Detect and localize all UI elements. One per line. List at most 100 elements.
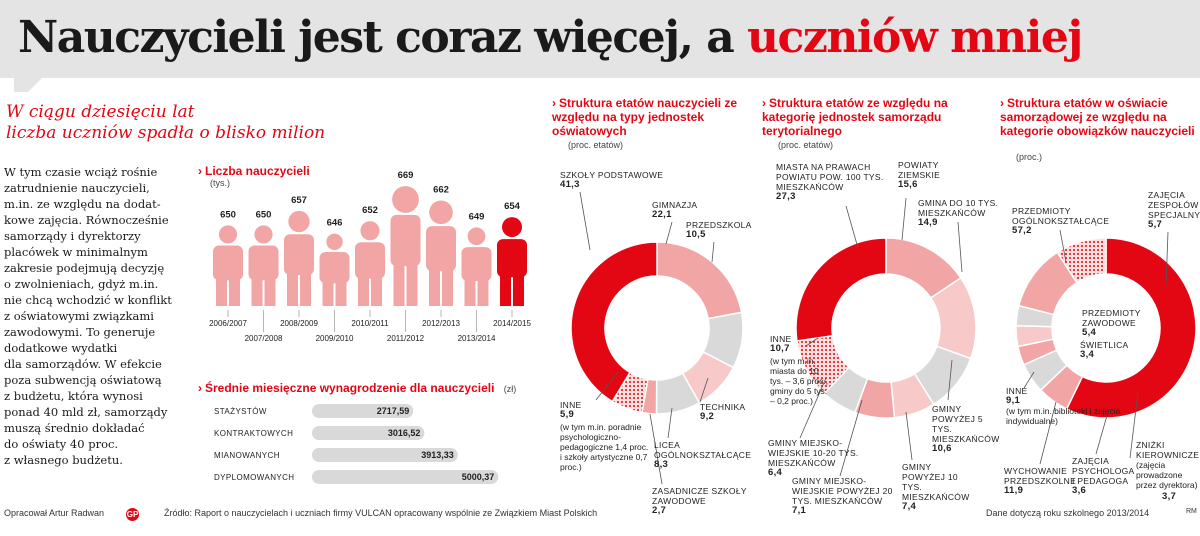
salary-bar — [312, 448, 458, 462]
body-line: poza subwencją oświatową — [4, 373, 162, 387]
donut3-unit: (proc.) — [1016, 152, 1043, 162]
donut2-label-gmina5: GMINY POWYŻEJ 5 TYS. MIESZKAŃCÓW 10,6 — [932, 404, 1000, 454]
footer-note: Dane dotyczą roku szkolnego 2013/2014 — [986, 508, 1150, 518]
body-text: W tym czasie wciąż rośnie zatrudnienie na… — [4, 164, 192, 468]
donut3-label-zawodowe: PRZEDMIOTY ZAWODOWE 5,4 — [1082, 308, 1141, 338]
donut3-label-znizki: ZNIŻKI KIEROWNICZE — [1136, 440, 1200, 460]
teacher-value-label: 657 — [291, 195, 307, 206]
footer-source: Źródło: Raport o nauczycielach i uczniac… — [164, 508, 598, 518]
donut2-unit: (proc. etatów) — [778, 140, 834, 150]
donut1-label-podstawowe: SZKOŁY PODSTAWOWE 41,3 — [560, 170, 664, 190]
body-line: zakresie podejmują decyzję — [4, 261, 165, 275]
lead-line-2: liczba uczniów spadła o blisko milion — [6, 123, 326, 143]
donut3-label-inne: INNE 9,1 — [1006, 386, 1028, 406]
salary-category-label: MIANOWANYCH — [214, 451, 280, 460]
teacher-figure — [461, 227, 492, 306]
donut3-label-swietlica: ŚWIETLICA 3,4 — [1080, 340, 1129, 360]
teacher-value-label: 646 — [327, 218, 343, 229]
body-line: nie chcą wchodzić w konflikt — [4, 293, 172, 307]
year-label: 2008/2009 — [280, 319, 318, 328]
leader-line — [901, 197, 907, 241]
year-label: 2010/2011 — [351, 319, 389, 328]
teachers-count-unit: (tys.) — [210, 178, 230, 188]
donut1-label-zasadnicze: ZASADNICZE SZKOŁY ZAWODOWE 2,7 — [652, 486, 747, 516]
donut2-title: › Struktura etatów ze względu na kategori… — [762, 96, 948, 138]
title-red-part: uczniów mniej — [747, 12, 1083, 63]
body-line: samorządy i dyrektorzy — [4, 229, 141, 243]
teacher-figure — [426, 200, 456, 306]
chevron-icon: › — [762, 96, 766, 110]
leader-line — [579, 191, 591, 251]
leader-line — [1165, 231, 1169, 287]
leader-line — [805, 337, 819, 347]
donut1-unit: (proc. etatów) — [568, 140, 624, 150]
body-line: W tym czasie wciąż rośnie — [4, 165, 158, 179]
leader-line — [799, 377, 827, 439]
teacher-value-label: 650 — [220, 209, 236, 220]
donut2-label-miasta: MIASTA NA PRAWACH POWIATU POW. 100 TYS. … — [776, 162, 884, 202]
leader-line — [845, 205, 859, 249]
chevron-icon: › — [552, 96, 556, 110]
leader-line — [649, 413, 663, 485]
leader-line — [957, 221, 963, 273]
salary-bar — [312, 404, 414, 418]
leader-line — [947, 359, 953, 401]
donut1-slice — [656, 241, 743, 320]
body-line: dodatkowe wydatki — [4, 341, 118, 355]
body-line: z budżetu, która wynosi — [4, 389, 143, 403]
teacher-figure — [213, 225, 243, 306]
year-label: 2014/2015 — [493, 319, 531, 328]
donut1-slice — [570, 241, 658, 403]
body-line: dla samorządów. W efekcie — [4, 357, 162, 371]
lead-line-1: W ciągu dziesięciu lat — [6, 102, 195, 122]
salary-value-label: 3016,52 — [388, 428, 421, 438]
salary-value-label: 2717,59 — [377, 406, 410, 416]
donut3-label-specjalne: ZAJĘCIA ZESPOŁÓW SPECJALNYCH5,7 — [1148, 190, 1200, 230]
salary-category-label: DYPLOMOWANYCH — [214, 473, 294, 482]
body-line: kowe zajęcia. Równocześnie — [4, 213, 169, 227]
chevron-icon: › — [1000, 96, 1004, 110]
body-line: ponad 40 mld zł, samorządy — [4, 405, 168, 419]
teacher-value-label: 669 — [398, 170, 414, 181]
lead-text: W ciągu dziesięciu lat liczba uczniów sp… — [6, 102, 336, 144]
donut1-label-licea: LICEA OGÓLNOKSZTAŁCĄCE 8,3 — [654, 440, 752, 470]
leader-line — [665, 221, 673, 245]
teacher-figure — [390, 186, 421, 306]
year-label: 2009/2010 — [316, 334, 354, 343]
donut3-title: › Struktura etatów w oświacie samorządowe… — [1000, 96, 1195, 138]
donut1-note: (w tym m.in. poradnie psychologiczno-ped… — [560, 422, 649, 472]
salary-value-label: 3913,33 — [421, 450, 454, 460]
teacher-figure — [319, 233, 350, 306]
donut3-note-inne: (w tym m.in. biblioteki i zajęcia indywi… — [1006, 406, 1121, 426]
donut3-slice — [1056, 237, 1107, 284]
donut2-label-inne: INNE 10,7 — [770, 334, 792, 354]
leader-line — [667, 407, 673, 439]
teacher-value-label: 649 — [469, 211, 485, 222]
donut2-label-gminy10: GMINY POWYŻEJ 10 TYS. MIESZKAŃCÓW 7,4 — [902, 462, 970, 512]
body-line: z własnego budżetu. — [4, 453, 123, 467]
body-line: placówek w minimalnym — [4, 245, 148, 259]
leader-line — [711, 241, 715, 263]
leader-line — [905, 411, 913, 461]
leader-line — [1023, 371, 1035, 389]
donut3-label-przedszkolne: WYCHOWANIE PRZEDSZKOLNE 11,9 — [1004, 466, 1077, 496]
donut2-slice — [795, 237, 887, 342]
chevron-icon: › — [198, 164, 202, 178]
body-line: o zwolnieniach, gdyż m.in. — [4, 277, 159, 291]
year-label: 2011/2012 — [387, 334, 425, 343]
body-line: z oświatowymi związkami — [4, 309, 154, 323]
leader-line — [595, 371, 619, 401]
teacher-figure — [355, 221, 385, 306]
body-line: do oświaty 40 proc. — [4, 437, 119, 451]
donut1-label-przedszkola: PRZEDSZKOLA 10,5 — [686, 220, 752, 240]
year-label: 2012/2013 — [422, 319, 460, 328]
leader-line — [699, 377, 709, 403]
teacher-value-label: 652 — [362, 205, 378, 216]
donut1-label-gimnazja: GIMNAZJA 22,1 — [652, 200, 698, 220]
body-line: muszą średnio dokładać — [4, 421, 145, 435]
donut3-note-znizki: (zajęcia prowadzone przez dyrektora) — [1136, 460, 1198, 490]
salary-title: › Średnie miesięczne wynagrodzenie dla na… — [198, 381, 517, 395]
year-label: 2013/2014 — [458, 334, 496, 343]
teacher-value-label: 650 — [256, 209, 272, 220]
